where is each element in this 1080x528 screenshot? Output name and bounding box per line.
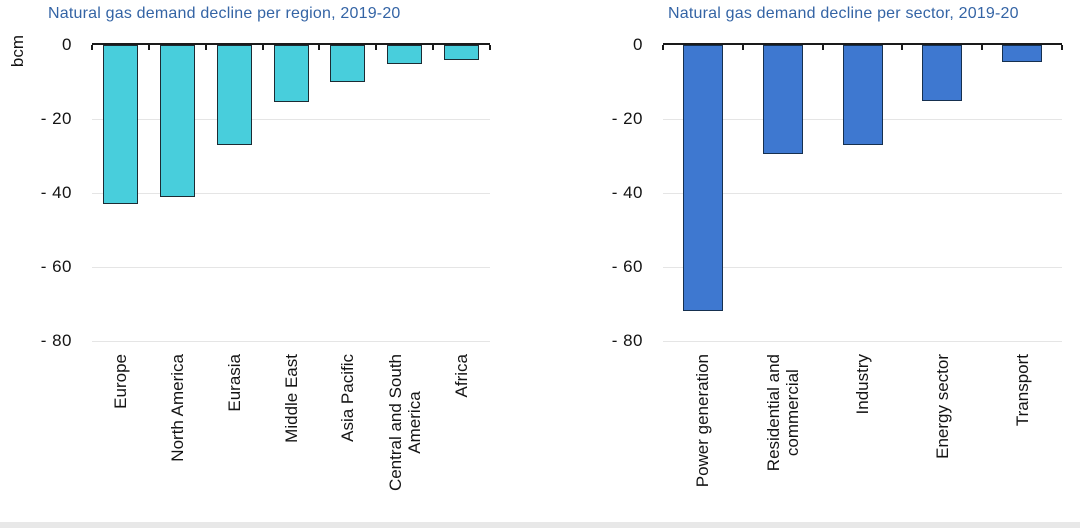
x-axis-line	[663, 43, 1062, 45]
category-label-africa: Africa	[452, 354, 472, 398]
y-tick-label: - 20	[40, 109, 72, 128]
category-label-middle-east: Middle East	[281, 354, 301, 443]
axis-tick	[432, 45, 435, 50]
category-label-residential-and-commercial: Residential and commercial	[763, 354, 802, 472]
bar-transport	[1002, 45, 1043, 62]
axis-tick	[261, 45, 264, 50]
axis-tick	[91, 45, 93, 50]
category-label-transport: Transport	[1012, 354, 1032, 427]
y-tick-label: 0	[633, 35, 643, 54]
axis-tick	[821, 45, 824, 50]
gridline	[663, 192, 1062, 194]
y-tick-label: - 80	[40, 331, 72, 350]
axis-tick	[981, 45, 984, 50]
bar-north-america	[159, 45, 195, 197]
bar-europe	[102, 45, 138, 205]
bar-energy-sector	[922, 45, 963, 101]
gridline	[663, 266, 1062, 268]
bar-central-and-south-america	[387, 45, 423, 64]
region-plot-area: 0 - 20 - 40 - 60 - 80 Europe North America Eura…	[40, 35, 491, 492]
bar-power-generation	[682, 45, 723, 312]
y-tick-label: - 60	[40, 257, 72, 276]
axis-tick	[375, 45, 378, 50]
category-label-asia-pacific: Asia Pacific	[338, 354, 358, 442]
axis-tick	[147, 45, 150, 50]
axis-tick	[489, 45, 491, 50]
x-axis-line	[92, 43, 490, 45]
bar-industry	[842, 45, 883, 145]
gridline	[92, 192, 490, 194]
category-label-europe: Europe	[110, 354, 130, 409]
bar-africa	[444, 45, 480, 60]
y-tick-label: - 60	[611, 257, 643, 276]
category-label-power-generation: Power generation	[693, 354, 713, 488]
sector-chart: Natural gas demand decline per sector, 2…	[540, 0, 1080, 528]
category-label-industry: Industry	[853, 354, 872, 415]
y-tick-label: - 40	[611, 183, 643, 202]
gridline	[92, 266, 490, 268]
bottom-strip	[0, 522, 1080, 528]
category-label-energy-sector: Energy sector	[932, 354, 952, 459]
bar-residential-and-commercial	[762, 45, 803, 155]
region-chart-title: Natural gas demand decline per region, 2…	[48, 5, 401, 22]
gridline	[92, 340, 490, 342]
bar-asia-pacific	[330, 45, 366, 82]
gridline	[92, 118, 490, 120]
bar-eurasia	[216, 45, 252, 145]
category-label-eurasia: Eurasia	[224, 354, 244, 412]
sector-plot-area: 0 - 20 - 40 - 60 - 80 Power generation Residen…	[540, 0, 1080, 528]
axis-tick	[901, 45, 904, 50]
category-label-central-and-south-america: Central and South America	[385, 354, 424, 492]
axis-tick	[662, 45, 664, 50]
axis-tick	[741, 45, 744, 50]
region-chart: Natural gas demand decline per region, 2…	[8, 5, 491, 492]
y-tick-label: - 20	[611, 109, 643, 128]
gridline	[663, 340, 1062, 342]
y-tick-label: 0	[62, 35, 72, 54]
category-label-north-america: North America	[167, 354, 187, 462]
bar-middle-east	[273, 45, 309, 103]
y-tick-label: - 80	[611, 331, 643, 350]
axis-tick	[204, 45, 207, 50]
sector-chart-title: Natural gas demand decline per sector, 2…	[668, 5, 1019, 22]
axis-tick	[1061, 45, 1063, 50]
axis-tick	[318, 45, 321, 50]
y-tick-label: - 40	[40, 183, 72, 202]
